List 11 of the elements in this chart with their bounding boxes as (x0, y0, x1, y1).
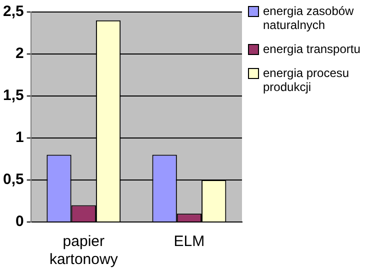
x-tick-label: ELM (174, 233, 205, 250)
y-tick-label: 0,5 (2, 171, 24, 188)
y-tick-label: 0 (16, 213, 24, 230)
legend-label: energia zasobów naturalnych (263, 4, 355, 32)
y-tick-label: 1 (16, 129, 24, 146)
legend-label: energia transportu (263, 42, 360, 56)
legend-label: energia procesu produkcji (263, 66, 350, 94)
y-tick-label: 1,5 (2, 87, 24, 104)
y-tick-label: 2,5 (2, 3, 24, 20)
y-tick-label: 2 (16, 45, 24, 62)
x-tick-label: papier kartonowy (49, 233, 118, 268)
